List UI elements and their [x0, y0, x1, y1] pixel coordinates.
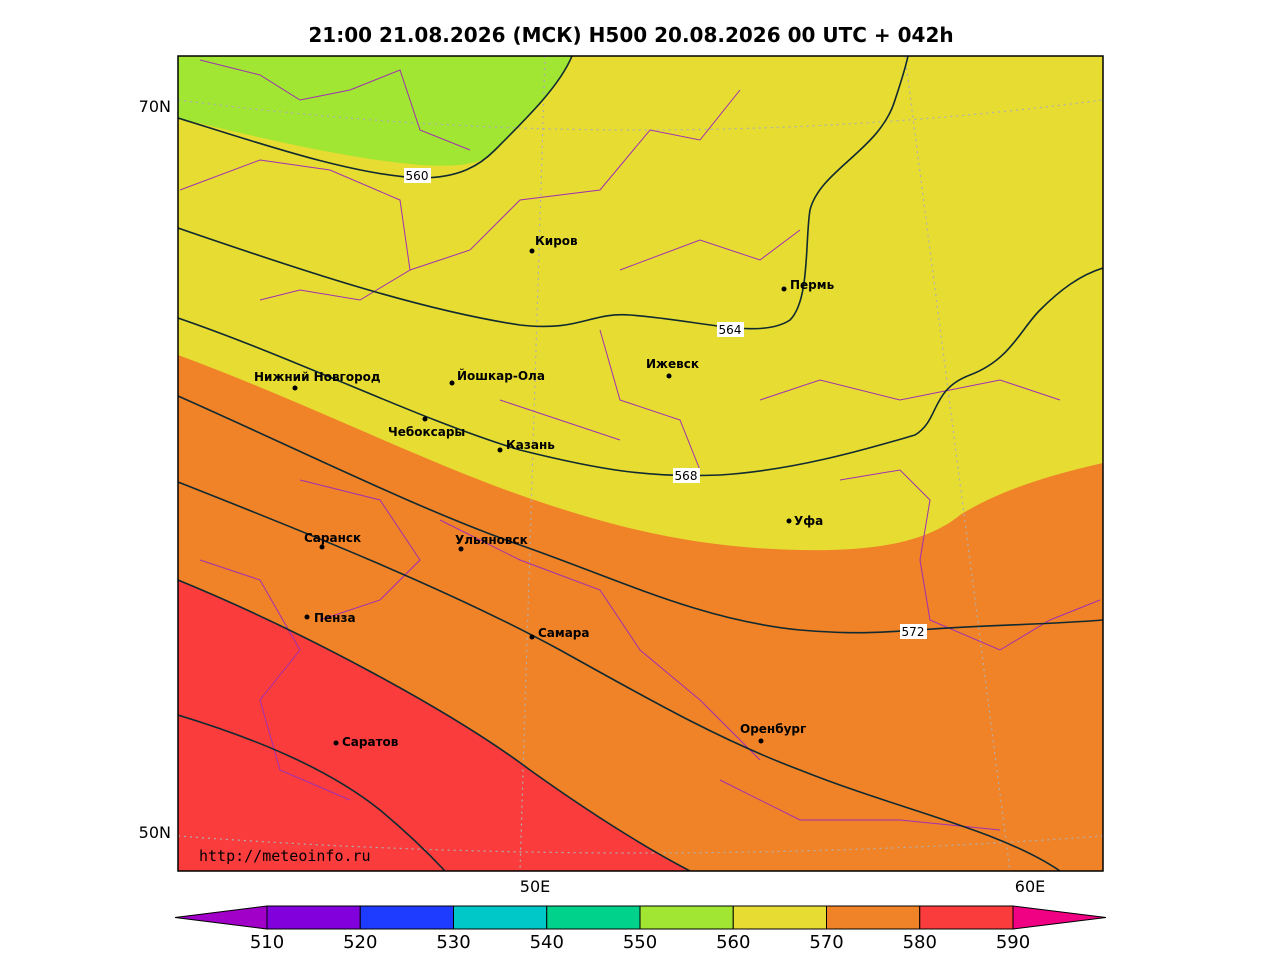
colorbar-tick-label: 510 [250, 932, 284, 953]
colorbar-box [453, 905, 548, 930]
city-dot [292, 385, 298, 391]
zone-550-560 [178, 56, 572, 166]
contour-label: 568 [675, 469, 698, 483]
contour-568 [178, 267, 1103, 477]
city-dot [319, 544, 325, 550]
contour-label-bg [717, 322, 744, 337]
city-label: Йошкар-Ола [457, 368, 545, 383]
contour-label: 572 [902, 625, 925, 639]
city-label: Пермь [790, 278, 835, 292]
city-dot [529, 248, 535, 254]
city-label: Самара [538, 626, 590, 640]
city-dot [529, 634, 535, 640]
map [178, 56, 1103, 871]
lon-label: 60E [1015, 877, 1045, 896]
colorbar-tick-label: 560 [716, 932, 750, 953]
city-dot [422, 416, 428, 422]
colorbar-box [732, 905, 827, 930]
city-dot [333, 740, 339, 746]
contour-labels: 560 564 568 572 [404, 168, 927, 639]
city-label: Казань [506, 438, 555, 452]
city-label: Пенза [314, 611, 356, 625]
region-borders [179, 59, 1101, 831]
colorbar-box [919, 905, 1014, 930]
colorbar: 510 520 530 540 550 560 570 580 590 [174, 905, 1107, 953]
cities: Киров Пермь Ижевск Нижний Новгород Йошкар-Ол… [254, 234, 835, 749]
colorbar-box [826, 905, 921, 930]
colorbar-extend [1012, 905, 1107, 930]
colorbar-tick-label: 530 [436, 932, 470, 953]
city-dot [449, 380, 455, 386]
city-dot [786, 518, 792, 524]
contour-label-bg [673, 468, 700, 483]
lon-label: 50E [520, 877, 550, 896]
colorbar-tick-label: 550 [623, 932, 657, 953]
colorbar-box [546, 905, 641, 930]
contour-580 [178, 579, 691, 871]
city-dot [758, 738, 764, 744]
colorbar-tick-label: 570 [809, 932, 843, 953]
graticule [178, 56, 1103, 871]
city-dot [666, 373, 672, 379]
source-url: http://meteoinfo.ru [199, 847, 371, 865]
colorbar-tick-label: 590 [996, 932, 1030, 953]
zone-580-590 [178, 580, 690, 871]
lat-label: 70N [139, 97, 171, 116]
city-dot [497, 447, 503, 453]
colorbar-box [266, 905, 361, 930]
contour-label: 564 [719, 323, 742, 337]
colorbar-box [359, 905, 454, 930]
title: 21:00 21.08.2026 (МСК) H500 20.08.2026 0… [308, 23, 953, 47]
city-label: Нижний Новгород [254, 370, 381, 384]
city-label: Уфа [794, 514, 823, 528]
colorbar-tick-label: 520 [343, 932, 377, 953]
lat-label: 50N [139, 823, 171, 842]
city-label: Ульяновск [455, 533, 528, 547]
contour-576 [178, 481, 1061, 871]
colorbar-tick-label: 540 [530, 932, 564, 953]
colorbar-extend [174, 905, 268, 930]
contour-584 [178, 714, 446, 871]
city-dot [458, 546, 464, 552]
contour-label-bg [900, 624, 927, 639]
city-dot [304, 614, 310, 620]
city-label: Ижевск [646, 357, 699, 371]
contour-label: 560 [406, 169, 429, 183]
contour-572 [178, 395, 1103, 634]
colorbar-tick-label: 580 [903, 932, 937, 953]
city-label: Саранск [304, 531, 361, 545]
city-label: Чебоксары [388, 425, 465, 439]
contour-560 [178, 56, 573, 179]
contour-label-bg [404, 168, 431, 183]
city-dot [781, 286, 787, 292]
city-label: Оренбург [740, 722, 806, 736]
city-label: Саратов [342, 735, 399, 749]
city-label: Киров [535, 234, 578, 248]
map-frame [177, 55, 1104, 872]
colorbar-box [639, 905, 734, 930]
